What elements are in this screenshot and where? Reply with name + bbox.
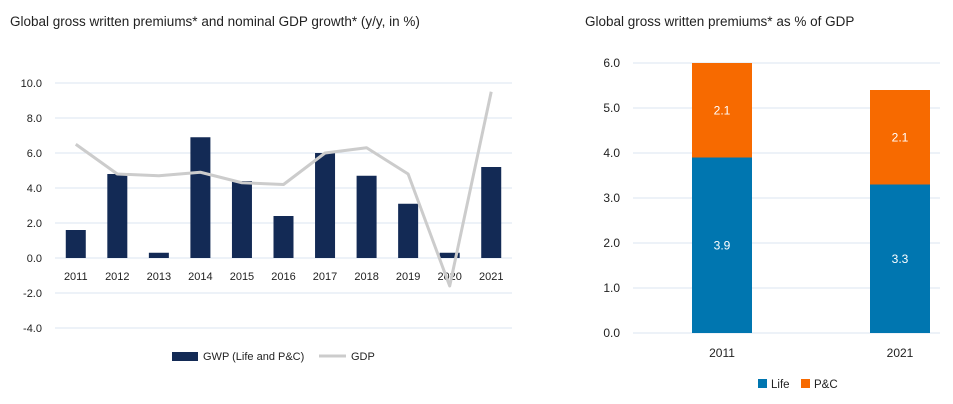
gdp-line	[74, 91, 493, 288]
right-x-axis-ticks: 2011 2021	[709, 346, 914, 360]
y-tick-label: 2.0	[27, 218, 42, 230]
y-tick-label: 0.0	[603, 326, 620, 340]
gwp-bar	[439, 252, 460, 258]
gdp-line-group	[74, 91, 493, 288]
pc-bar-segment	[692, 63, 752, 158]
life-bar-segment	[870, 184, 930, 333]
y-tick-label: 6.0	[603, 56, 620, 70]
legend-label-pc: P&C	[814, 379, 838, 391]
y-tick-label: 8.0	[27, 113, 42, 125]
gwp-bar	[148, 252, 169, 258]
gwp-bar	[65, 230, 86, 258]
stacked-bars: 3.9 2.1 3.3 2.1	[692, 63, 930, 333]
gwp-bars	[65, 137, 502, 258]
y-tick-label: 5.0	[603, 101, 620, 115]
x-tick-label: 2021	[887, 346, 914, 360]
pc-bar-segment	[870, 90, 930, 185]
y-tick-label: 0.0	[27, 253, 42, 265]
gwp-share-of-gdp-chart: Global gross written premiums* as % of G…	[585, 14, 940, 391]
x-tick-label: 2011	[64, 271, 88, 283]
x-tick-label: 2017	[313, 271, 337, 283]
gwp-bar	[315, 153, 336, 258]
y-tick-label: 4.0	[27, 183, 42, 195]
legend-label-life: Life	[771, 379, 790, 391]
legend-swatch-pc	[801, 379, 810, 388]
gwp-bar	[356, 175, 377, 258]
gwp-bar	[273, 216, 294, 258]
left-legend: GWP (Life and P&C) GDP	[172, 351, 375, 363]
x-tick-label: 2014	[188, 271, 212, 283]
x-tick-label: 2018	[354, 271, 378, 283]
x-tick-label: 2012	[105, 271, 129, 283]
x-tick-label: 2016	[271, 271, 295, 283]
y-tick-label: -4.0	[23, 323, 42, 335]
y-tick-label: 4.0	[603, 146, 620, 160]
y-tick-label: 2.0	[603, 236, 620, 250]
legend-swatch-gwp	[172, 352, 198, 361]
data-label: 2.1	[714, 103, 731, 117]
gwp-gdp-growth-chart: Global gross written premiums* and nomin…	[10, 14, 512, 363]
legend-swatch-life	[758, 379, 767, 388]
left-y-axis-ticks: 10.0 8.0 6.0 4.0 2.0 0.0 -2.0 -4.0	[21, 78, 42, 335]
y-tick-label: 1.0	[603, 281, 620, 295]
gwp-bar	[398, 203, 419, 258]
y-tick-label: 6.0	[27, 148, 42, 160]
legend-label-gwp: GWP (Life and P&C)	[203, 351, 304, 363]
gwp-bar	[481, 167, 502, 258]
x-tick-label: 2013	[147, 271, 171, 283]
x-tick-label: 2020	[437, 271, 461, 283]
legend-label-gdp: GDP	[351, 351, 375, 363]
x-tick-label: 2021	[479, 271, 503, 283]
gwp-bar	[231, 181, 252, 258]
y-tick-label: 3.0	[603, 191, 620, 205]
x-tick-label: 2011	[709, 346, 735, 360]
right-legend: Life P&C	[758, 379, 838, 391]
right-chart-title: Global gross written premiums* as % of G…	[585, 14, 854, 29]
data-label: 3.9	[714, 238, 731, 252]
data-label: 2.1	[892, 130, 909, 144]
left-x-axis-ticks: 2011 2012 2013 2014 2015 2016 2017 2018 2019 2020…	[64, 271, 504, 283]
gwp-bar	[107, 174, 128, 258]
x-tick-label: 2015	[230, 271, 254, 283]
life-bar-segment	[692, 157, 752, 333]
gwp-bar	[190, 137, 211, 258]
left-chart-title: Global gross written premiums* and nomin…	[10, 14, 420, 29]
y-tick-label: -2.0	[23, 288, 42, 300]
y-tick-label: 10.0	[21, 78, 42, 90]
x-tick-label: 2019	[396, 271, 420, 283]
right-y-axis-ticks: 6.0 5.0 4.0 3.0 2.0 1.0 0.0	[603, 56, 620, 340]
data-label: 3.3	[892, 252, 909, 266]
